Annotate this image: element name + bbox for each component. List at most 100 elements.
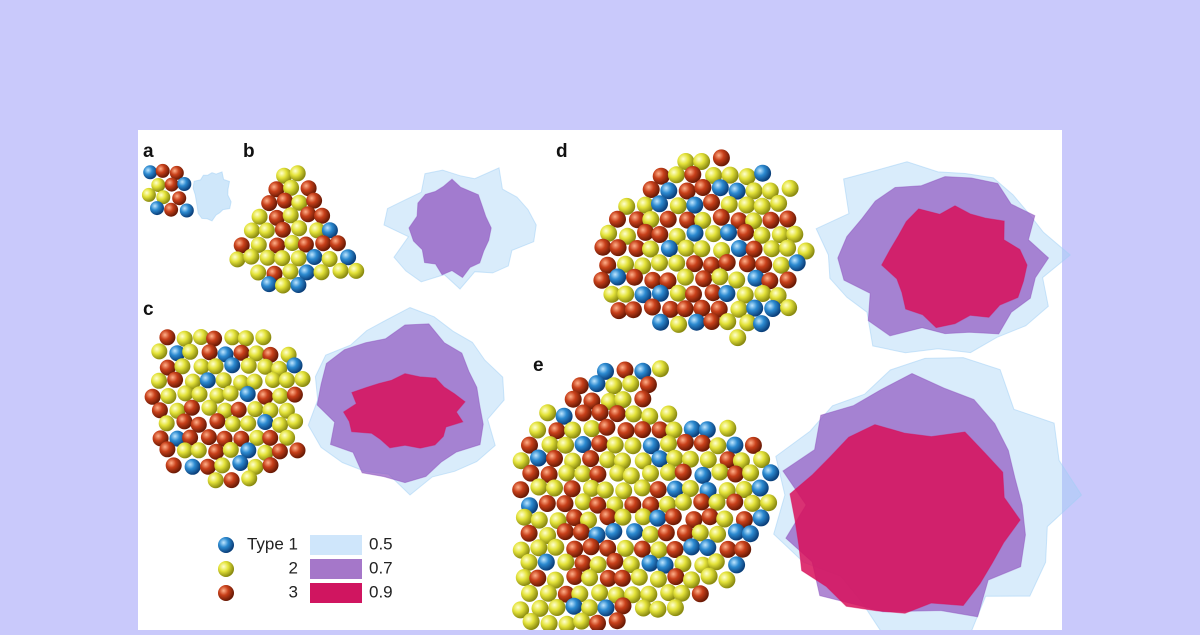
atom — [512, 601, 530, 619]
atom — [177, 177, 192, 191]
atom — [574, 436, 592, 453]
atom — [613, 569, 631, 587]
atom — [752, 509, 770, 527]
atom — [207, 472, 224, 489]
atom — [726, 493, 744, 511]
atom — [703, 313, 721, 330]
atom — [786, 225, 804, 243]
legend-swatch — [310, 583, 362, 603]
atom — [176, 413, 193, 430]
atom — [215, 372, 232, 389]
atom — [572, 523, 590, 541]
atom — [564, 390, 582, 408]
atom — [719, 451, 737, 469]
atom — [618, 197, 636, 215]
atom — [599, 451, 617, 469]
atom — [275, 277, 291, 294]
atom — [701, 508, 719, 526]
atom — [557, 585, 575, 603]
atom — [583, 479, 600, 497]
atom — [637, 223, 654, 241]
atom — [743, 494, 761, 512]
atom — [747, 269, 765, 287]
atom — [744, 436, 762, 454]
atom — [704, 284, 722, 302]
atom — [694, 466, 712, 484]
atom — [634, 599, 652, 617]
atom — [730, 300, 748, 318]
atom — [673, 584, 691, 602]
panel-label: a — [143, 141, 154, 162]
atom — [309, 222, 326, 239]
atom — [183, 399, 200, 416]
atom — [746, 299, 764, 317]
atom — [229, 251, 246, 268]
atom — [712, 208, 730, 226]
atom — [686, 224, 704, 242]
atom — [710, 300, 728, 318]
atom — [650, 541, 668, 559]
atom — [566, 568, 584, 585]
atom — [642, 464, 659, 482]
atom — [520, 524, 538, 542]
atom — [720, 224, 737, 241]
atom — [521, 436, 538, 454]
atom — [258, 222, 275, 239]
atom — [291, 194, 308, 211]
atom — [591, 584, 609, 602]
atom — [144, 388, 161, 405]
atom — [522, 464, 540, 482]
atom — [169, 430, 186, 447]
atom — [237, 330, 254, 347]
atom — [685, 285, 702, 303]
atom — [615, 482, 633, 500]
atom — [298, 264, 315, 281]
atom — [624, 586, 642, 604]
atom — [268, 209, 285, 226]
atom — [753, 226, 771, 244]
atom — [698, 421, 716, 439]
atom — [257, 414, 274, 430]
atom — [300, 206, 317, 223]
atom — [589, 614, 606, 632]
atom — [151, 343, 168, 360]
atom — [610, 302, 628, 320]
atom — [557, 553, 575, 571]
atom — [781, 179, 799, 197]
atom — [176, 330, 193, 347]
atom — [780, 299, 798, 317]
atom — [230, 401, 247, 418]
atom — [563, 480, 581, 498]
atom — [250, 264, 267, 281]
atom — [279, 429, 296, 446]
atom — [683, 571, 700, 589]
atom — [651, 195, 668, 213]
atom — [257, 358, 274, 375]
atom — [193, 329, 209, 345]
atom — [649, 570, 667, 588]
atom — [182, 429, 199, 446]
atom — [797, 242, 815, 260]
atom — [761, 182, 779, 200]
atom — [546, 479, 563, 497]
atom — [634, 362, 652, 380]
atom — [184, 458, 201, 475]
atom — [605, 377, 623, 395]
atom — [262, 429, 279, 446]
atom — [565, 597, 583, 615]
atom — [668, 227, 686, 245]
atom — [240, 442, 257, 459]
atom — [274, 221, 291, 238]
atom — [614, 391, 632, 409]
atom — [667, 166, 685, 184]
atom — [719, 313, 737, 331]
atom — [651, 284, 669, 302]
atom — [668, 254, 686, 272]
atom — [287, 413, 304, 430]
atom — [200, 429, 217, 446]
atom — [649, 481, 667, 499]
atom — [596, 481, 614, 499]
atom — [670, 315, 688, 333]
atom — [332, 262, 349, 279]
atom — [574, 404, 592, 422]
